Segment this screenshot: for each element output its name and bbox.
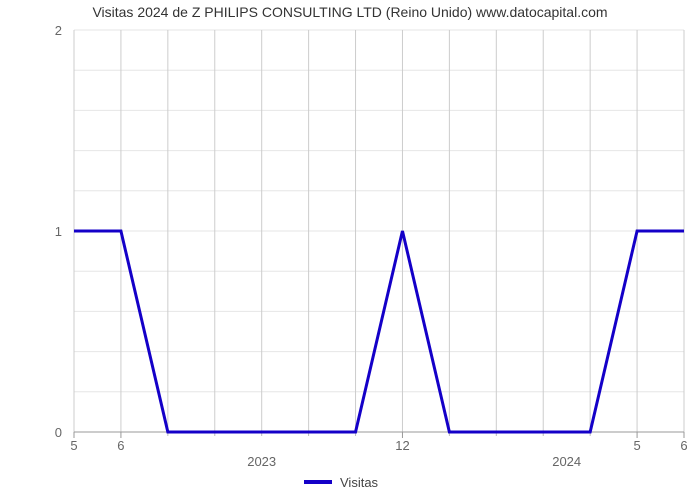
series-line (74, 231, 684, 432)
x-tick-label: 5 (633, 438, 640, 453)
chart-svg: 01256125620232024Visitas (0, 0, 700, 500)
legend-label: Visitas (340, 475, 379, 490)
y-tick-label: 2 (55, 23, 62, 38)
chart-title: Visitas 2024 de Z PHILIPS CONSULTING LTD… (0, 4, 700, 20)
x-inner-label: 2024 (552, 454, 581, 469)
chart-container: Visitas 2024 de Z PHILIPS CONSULTING LTD… (0, 0, 700, 500)
legend-swatch (304, 480, 332, 484)
y-tick-label: 1 (55, 224, 62, 239)
x-tick-label: 6 (680, 438, 687, 453)
x-inner-label: 2023 (247, 454, 276, 469)
x-tick-label: 12 (395, 438, 409, 453)
x-tick-label: 6 (117, 438, 124, 453)
x-tick-label: 5 (70, 438, 77, 453)
y-tick-label: 0 (55, 425, 62, 440)
